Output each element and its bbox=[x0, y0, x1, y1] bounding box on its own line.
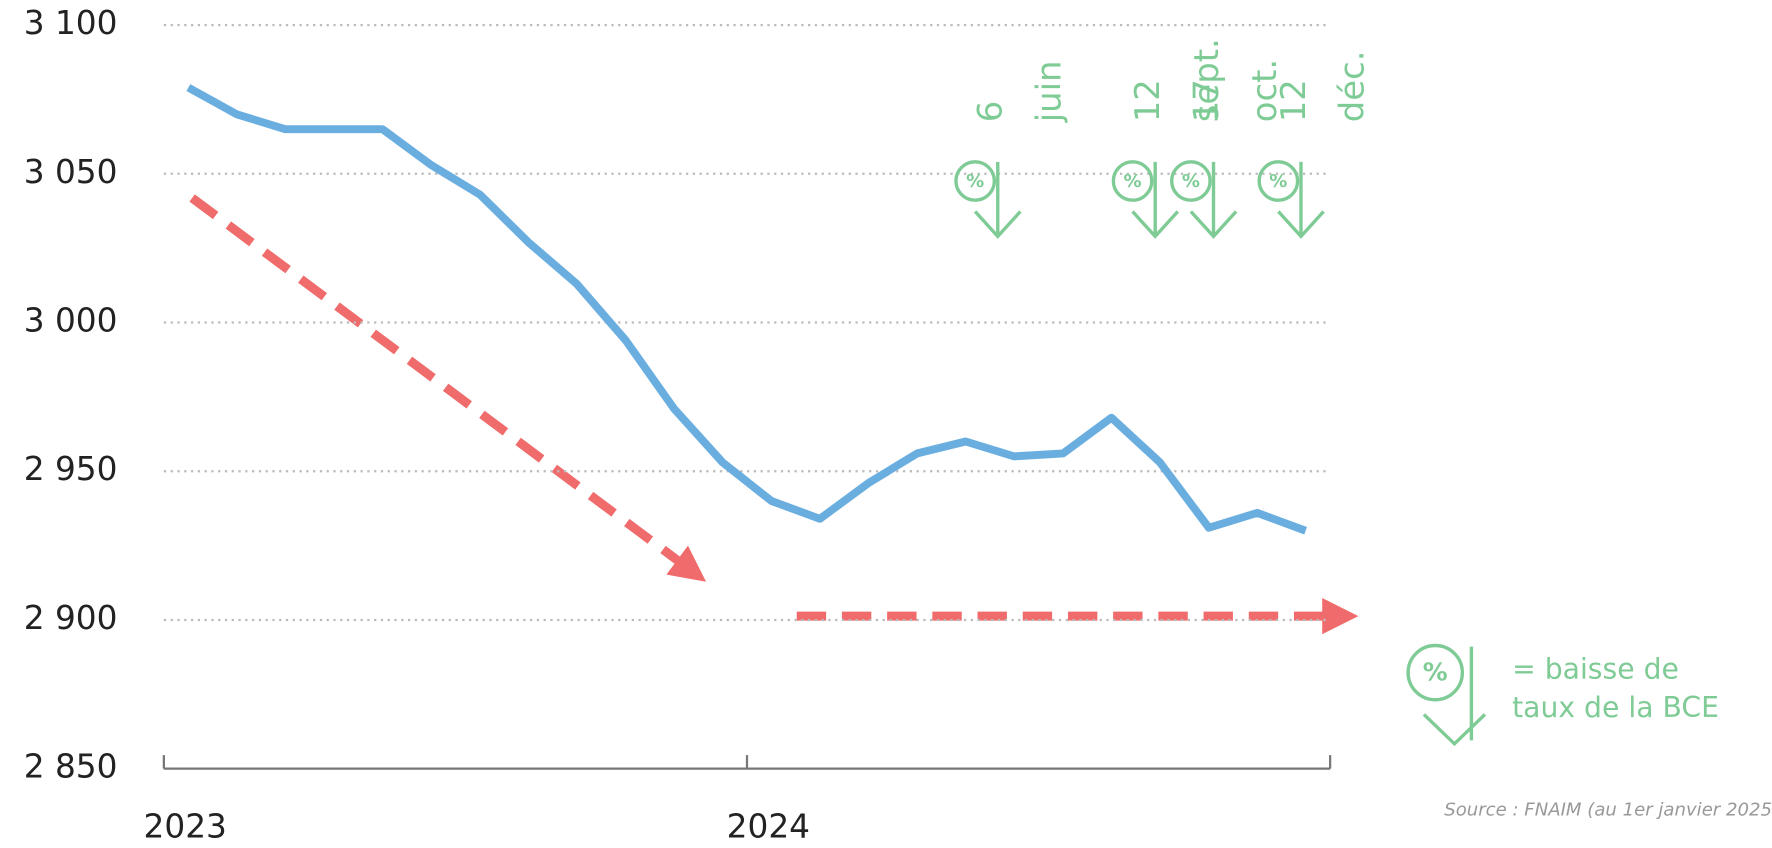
y-tick-label: 2 850 bbox=[24, 748, 118, 786]
y-tick-label: 2 900 bbox=[24, 599, 118, 637]
source: Source : FNAIM (au 1er janvier 2025 bbox=[1444, 799, 1772, 820]
x-tick-label: 2023 bbox=[144, 808, 227, 846]
y-tick-label: 3 000 bbox=[24, 302, 118, 340]
rate-cut-label: oct. bbox=[1245, 59, 1284, 122]
rate-cut-icon bbox=[1257, 160, 1300, 202]
legend-icon: % bbox=[1406, 643, 1487, 747]
rate-cut-icon bbox=[954, 160, 997, 202]
rate-cut-icon bbox=[1111, 160, 1154, 202]
rate-cut-icon-text: % bbox=[1124, 171, 1142, 192]
y-tick-label: 3 050 bbox=[24, 153, 118, 191]
rate-cut-label: 17 bbox=[1186, 79, 1225, 122]
rate-cut-icon-text: % bbox=[966, 171, 984, 192]
trend-arrow bbox=[189, 194, 707, 582]
rate-cut-icon-text: % bbox=[1182, 171, 1200, 192]
rate-cut-icon-text: % bbox=[1269, 171, 1287, 192]
legend-text: = baisse de bbox=[1512, 652, 1679, 685]
rate-cut-arrowhead bbox=[1189, 210, 1238, 239]
rate-cut-label: 12 bbox=[1128, 79, 1167, 122]
rate-cut-arrowhead bbox=[1131, 210, 1180, 239]
rate-cut-arrowhead bbox=[973, 210, 1022, 239]
rate-cut-label: 12 bbox=[1274, 79, 1313, 122]
x-tick-label: 2024 bbox=[727, 808, 810, 846]
rate-cut-marker: % bbox=[1111, 160, 1180, 239]
rate-cut-marker: % bbox=[1169, 160, 1238, 239]
rate-cut-marker: % bbox=[954, 160, 1022, 239]
y-tick-label: 3 100 bbox=[24, 4, 118, 42]
line bbox=[186, 84, 1308, 535]
svg-text:%: % bbox=[1423, 658, 1448, 687]
y-tick-label: 2 950 bbox=[24, 450, 118, 488]
rate-cut-label: déc. bbox=[1333, 50, 1372, 122]
legend-text: taux de la BCE bbox=[1512, 691, 1719, 724]
rate-cut-label: sept. bbox=[1187, 38, 1226, 122]
rate-cut-label: juin bbox=[1029, 60, 1068, 123]
rate-cut-label: 6 bbox=[971, 101, 1010, 123]
rate-cut-arrowhead bbox=[1277, 210, 1325, 239]
rate-cut-icon bbox=[1169, 160, 1212, 202]
rate-cut-marker: % bbox=[1257, 160, 1325, 239]
